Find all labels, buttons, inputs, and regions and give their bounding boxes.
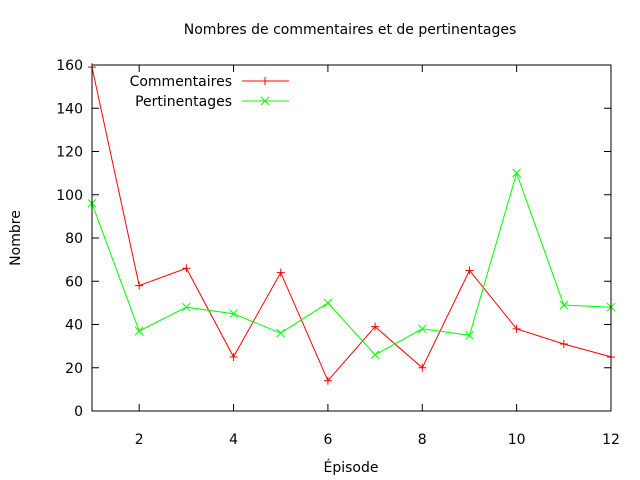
x-axis-label: Épisode — [324, 459, 379, 476]
data-point — [465, 266, 474, 275]
series-pertinentages — [87, 168, 616, 360]
data-point — [229, 309, 238, 319]
data-point — [465, 330, 474, 340]
x-tick-label: 10 — [508, 432, 526, 448]
x-tick-label: 6 — [323, 432, 332, 448]
data-point — [559, 339, 568, 348]
data-point — [370, 350, 380, 360]
series-line — [91, 171, 612, 356]
legend-marker — [260, 96, 270, 106]
data-point — [371, 322, 380, 331]
x-tick-label: 4 — [229, 432, 238, 448]
y-tick-label: 100 — [56, 188, 83, 204]
axis-ticks: 0 20 40 60 80 100 120 140 160 2 4 6 8 10 12 — [56, 58, 620, 448]
data-point — [134, 326, 144, 336]
data-point — [182, 302, 191, 312]
data-point — [276, 268, 285, 277]
y-tick-label: 20 — [65, 361, 83, 377]
y-tick-label: 0 — [74, 404, 83, 420]
data-point — [229, 352, 238, 361]
data-point — [135, 281, 144, 290]
legend-marker — [261, 77, 269, 85]
plot-frame — [91, 64, 612, 412]
y-axis-label: Nombre — [8, 210, 24, 266]
y-tick-label: 140 — [56, 101, 83, 117]
y-tick-label: 80 — [65, 231, 83, 247]
data-point — [418, 363, 427, 372]
data-point — [323, 298, 333, 308]
series-line — [91, 67, 612, 382]
data-point — [512, 324, 521, 333]
legend: Commentaires Pertinentages — [130, 74, 289, 110]
series-commentaires — [88, 63, 615, 385]
y-tick-label: 40 — [65, 318, 83, 334]
chart-title: Nombres de commentaires et de pertinenta… — [184, 22, 516, 38]
y-tick-label: 120 — [56, 145, 83, 161]
data-point — [182, 264, 191, 273]
x-tick-label: 12 — [602, 432, 620, 448]
legend-label: Commentaires — [130, 74, 232, 90]
data-point — [512, 168, 521, 178]
x-tick-label: 2 — [135, 432, 144, 448]
data-point — [276, 328, 286, 338]
x-tick-label: 8 — [418, 432, 427, 448]
legend-label: Pertinentages — [135, 94, 232, 110]
data-point — [323, 376, 332, 385]
series-layer — [87, 63, 616, 385]
data-point — [559, 300, 569, 310]
y-tick-label: 60 — [65, 274, 83, 290]
y-tick-label: 160 — [56, 58, 83, 74]
data-point — [417, 324, 427, 334]
